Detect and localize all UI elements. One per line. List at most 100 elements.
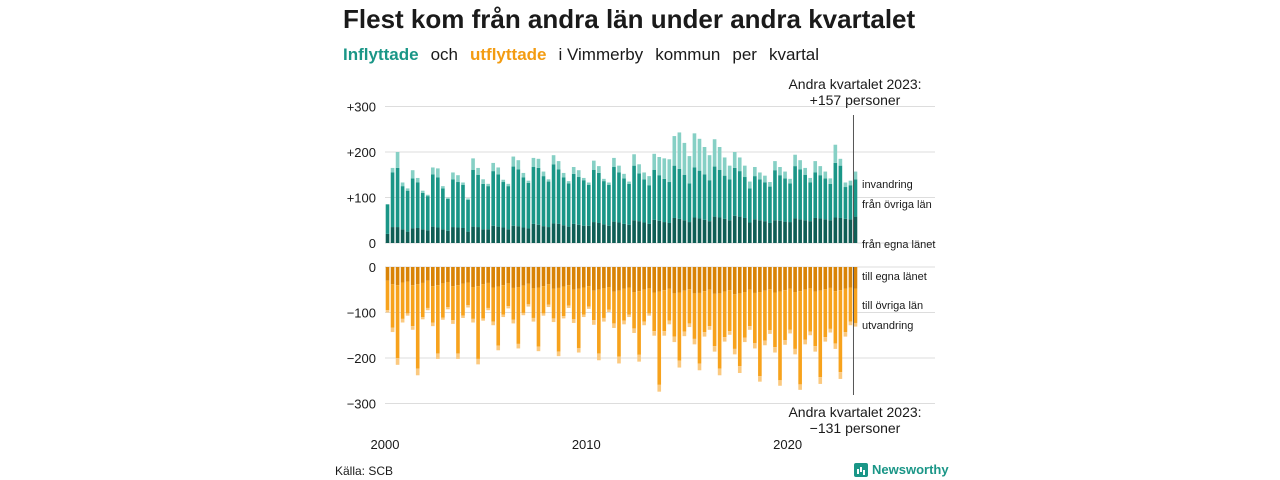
bar-in-0	[722, 218, 727, 243]
bar-out-2	[561, 316, 566, 319]
bar-in-2	[737, 157, 742, 172]
bar-out-1	[818, 290, 823, 378]
bar-out-2	[758, 376, 762, 382]
bar-in-1	[410, 178, 415, 229]
bar-out-1	[657, 291, 662, 385]
bar-out-0	[808, 267, 813, 289]
bar-out-1	[707, 289, 712, 327]
bar-out-2	[727, 331, 732, 335]
bar-out-2	[481, 318, 485, 321]
bar-in-2	[662, 158, 667, 179]
bar-in-1	[783, 178, 787, 222]
bar-in-0	[571, 223, 576, 243]
bar-out-2	[405, 313, 410, 316]
bar-in-2	[793, 154, 797, 167]
bar-in-0	[803, 220, 807, 243]
bar-out-2	[471, 318, 475, 323]
bar-out-2	[677, 360, 682, 368]
bar-out-1	[456, 285, 460, 354]
bar-in-0	[446, 230, 450, 243]
bar-in-2	[813, 161, 818, 173]
bar-out-0	[607, 267, 611, 288]
bar-in-0	[430, 226, 435, 243]
bar-out-0	[657, 267, 662, 292]
bar-in-1	[415, 182, 420, 228]
bar-in-1	[466, 199, 470, 232]
bar-in-0	[647, 223, 651, 243]
bar-in-2	[496, 167, 501, 175]
bar-out-0	[798, 267, 802, 292]
bar-in-0	[778, 220, 782, 243]
newsworthy-logo: Newsworthy	[854, 462, 949, 477]
bar-out-1	[496, 286, 501, 346]
bar-out-2	[441, 317, 445, 320]
bar-in-0	[491, 225, 495, 243]
bar-in-2	[642, 172, 646, 180]
bar-out-2	[712, 346, 717, 352]
bar-in-1	[697, 170, 702, 219]
bar-out-2	[451, 320, 455, 324]
x-tick-label: 2000	[371, 437, 400, 452]
bar-in-2	[551, 155, 556, 165]
bar-in-1	[491, 171, 495, 226]
bar-in-0	[617, 222, 621, 243]
bar-in-0	[436, 227, 440, 243]
bar-in-1	[717, 169, 722, 218]
bar-out-0	[702, 267, 707, 292]
bar-out-2	[672, 336, 677, 343]
bar-in-2	[446, 197, 450, 199]
bar-in-2	[546, 179, 551, 182]
bar-in-2	[637, 164, 641, 174]
bar-in-1	[405, 190, 410, 232]
bar-out-2	[446, 307, 450, 310]
bar-in-0	[682, 220, 687, 243]
bar-in-0	[702, 219, 707, 243]
bar-out-0	[753, 267, 757, 293]
bar-in-0	[737, 216, 742, 243]
bar-in-0	[516, 226, 521, 243]
bar-out-0	[395, 267, 400, 286]
bar-out-0	[732, 267, 737, 295]
bar-out-0	[722, 267, 727, 292]
bar-in-0	[697, 218, 702, 243]
bar-out-0	[526, 267, 531, 284]
y-tick-label: −200	[347, 351, 376, 366]
bar-out-0	[758, 267, 762, 293]
bar-out-0	[430, 267, 435, 287]
bar-in-1	[561, 177, 566, 226]
bar-in-0	[420, 229, 425, 243]
bar-in-0	[783, 221, 787, 243]
bar-out-2	[763, 340, 767, 346]
bar-in-2	[632, 154, 636, 166]
bar-out-1	[602, 288, 606, 318]
bar-in-1	[461, 184, 465, 228]
bar-in-0	[410, 228, 415, 243]
bar-out-1	[571, 289, 576, 320]
bar-in-0	[748, 222, 752, 243]
bar-out-2	[707, 326, 712, 330]
bar-out-1	[436, 285, 440, 354]
bar-in-0	[627, 224, 631, 243]
bar-in-1	[657, 175, 662, 221]
bar-out-1	[511, 287, 516, 320]
subtitle-kvartal: kvartal	[768, 45, 820, 64]
bar-out-2	[546, 304, 551, 308]
bar-out-2	[818, 377, 823, 384]
bar-in-1	[436, 177, 440, 228]
bar-in-2	[602, 178, 606, 182]
bar-out-2	[843, 332, 848, 337]
bar-out-1	[486, 282, 490, 308]
bar-in-0	[576, 224, 581, 243]
bar-in-1	[576, 177, 581, 225]
bar-in-0	[727, 220, 732, 243]
bar-out-2	[637, 354, 641, 362]
bar-out-1	[788, 288, 792, 330]
bar-in-0	[818, 218, 823, 243]
bar-in-0	[541, 226, 546, 243]
bar-out-1	[702, 291, 707, 333]
bar-in-2	[516, 160, 521, 170]
bar-out-1	[622, 288, 626, 321]
bar-out-0	[677, 267, 682, 293]
bar-in-0	[602, 224, 606, 243]
